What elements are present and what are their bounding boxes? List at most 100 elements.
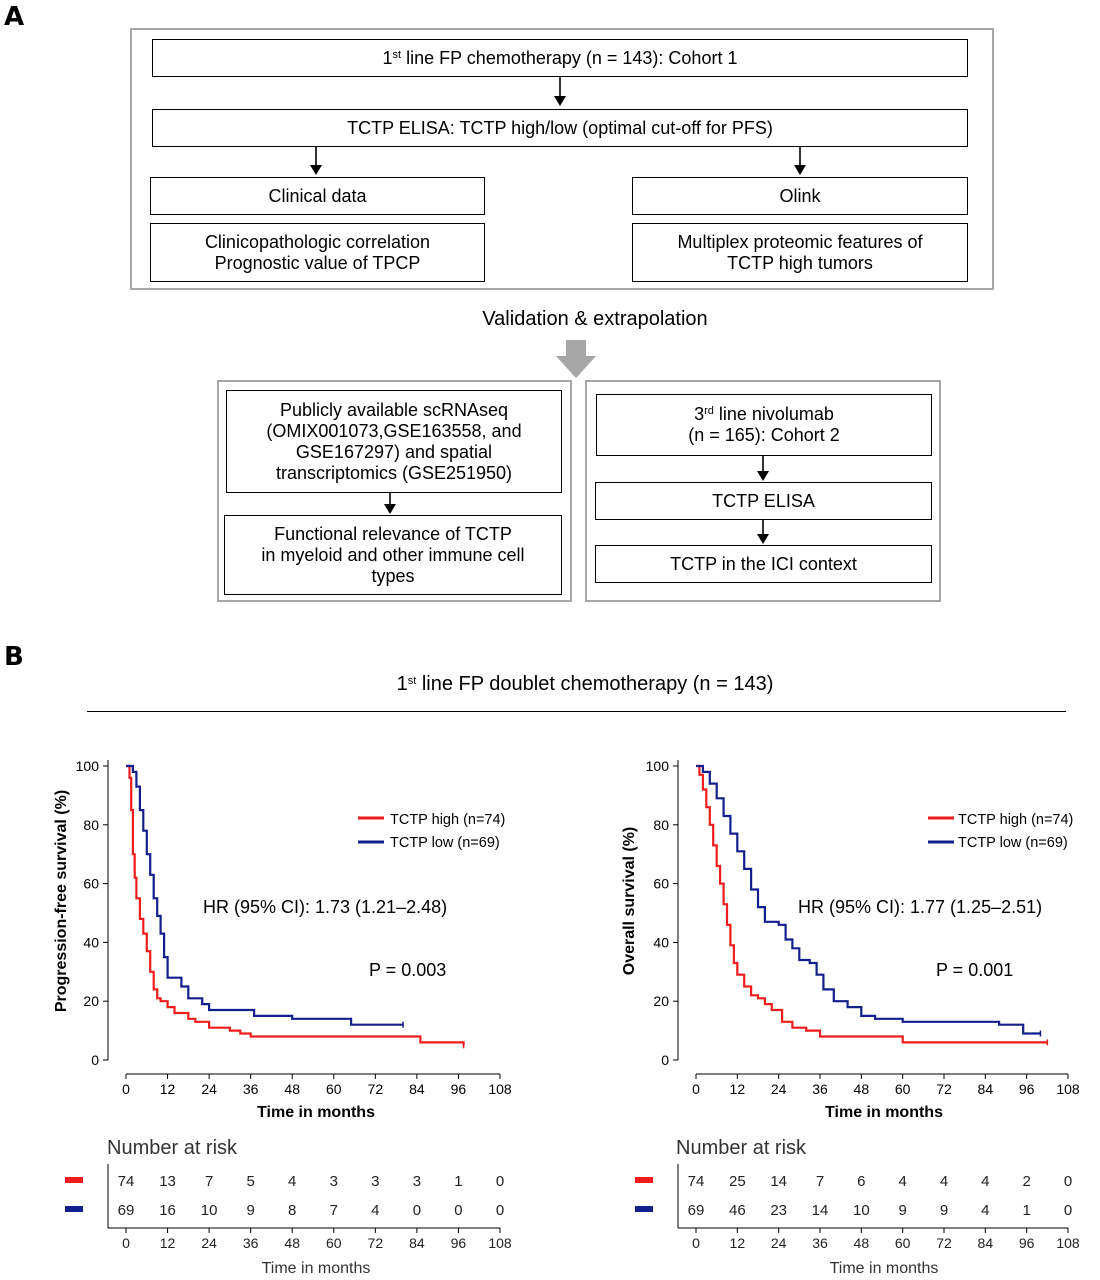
risk-x-tick-label: 96 (1019, 1235, 1035, 1251)
functional-relevance-box: Functional relevance of TCTP in myeloid … (224, 515, 562, 595)
risk-count: 4 (288, 1173, 296, 1190)
legend-label-high: TCTP high (n=74) (958, 812, 1073, 828)
x-tick-label: 96 (451, 1081, 467, 1097)
risk-swatch-high (65, 1177, 83, 1183)
risk-count: 7 (330, 1202, 338, 1219)
risk-x-tick-label: 24 (771, 1235, 787, 1251)
y-tick-label: 40 (653, 934, 669, 950)
km-pfs-risk-table: 74 13 7 5 4 3 3 3 1 069 16 10 9 8 7 4 0 0 00 12 24 36 48 60 72 84… (65, 1164, 512, 1251)
x-tick-label: 0 (122, 1081, 130, 1097)
km-os-risk-table: 74 25 14 7 6 4 4 4 2 069 46 23 14 10 9 9 4 1 00 12 24 36 48 60 7… (635, 1164, 1080, 1251)
km-os-axes: 0 20 40 60 80 100 0 12 24 36 48 60 72 84 96 108 (646, 758, 1080, 1097)
y-tick-label: 0 (91, 1052, 99, 1068)
clinical-data-box: Clinical data (150, 177, 485, 215)
cohort2-frame (585, 380, 941, 602)
x-tick-label: 12 (160, 1081, 176, 1097)
x-tick-label: 60 (326, 1081, 342, 1097)
risk-count: 69 (118, 1202, 135, 1219)
risk-x-tick-label: 0 (122, 1235, 130, 1251)
risk-x-tick-label: 12 (730, 1235, 746, 1251)
risk-x-tick-label: 60 (326, 1235, 342, 1251)
risk-x-tick-label: 36 (243, 1235, 259, 1251)
risk-count: 9 (898, 1202, 906, 1219)
x-tick-label: 24 (201, 1081, 217, 1097)
risk-count: 0 (1064, 1202, 1072, 1219)
x-tick-label: 72 (368, 1081, 384, 1097)
risk-x-tick-label: 24 (201, 1235, 217, 1251)
risk-count: 3 (413, 1173, 421, 1190)
risk-x-tick-label: 48 (284, 1235, 300, 1251)
risk-table-x-label: Time in months (262, 1260, 371, 1277)
risk-count: 3 (330, 1173, 338, 1190)
risk-swatch-low (635, 1206, 653, 1212)
risk-table-title: Number at risk (676, 1137, 807, 1159)
risk-count: 9 (246, 1202, 254, 1219)
elisa-cohort2-box: TCTP ELISA (595, 482, 932, 520)
x-tick-label: 84 (409, 1081, 425, 1097)
x-tick-label: 84 (978, 1081, 994, 1097)
risk-count: 0 (413, 1202, 421, 1219)
risk-count: 10 (201, 1202, 218, 1219)
y-tick-label: 100 (76, 758, 100, 774)
y-tick-label: 0 (661, 1052, 669, 1068)
legend-label-high: TCTP high (n=74) (390, 812, 505, 828)
km-curve-low (126, 764, 403, 1026)
p-value-annotation: P = 0.001 (936, 960, 1013, 980)
x-axis-label: Time in months (825, 1104, 943, 1121)
km-pfs-series (126, 764, 465, 1049)
legend-label-low: TCTP low (n=69) (958, 835, 1068, 851)
risk-count: 2 (1022, 1173, 1030, 1190)
y-tick-label: 40 (83, 934, 99, 950)
risk-count: 4 (981, 1173, 989, 1190)
risk-count: 69 (688, 1202, 705, 1219)
risk-count: 1 (1022, 1202, 1030, 1219)
risk-count: 8 (288, 1202, 296, 1219)
risk-x-tick-label: 96 (451, 1235, 467, 1251)
risk-count: 9 (940, 1202, 948, 1219)
risk-count: 0 (1064, 1173, 1072, 1190)
olink-box: Olink (632, 177, 968, 215)
cohort1-frame (130, 28, 994, 290)
ici-context-box: TCTP in the ICI context (595, 545, 932, 583)
risk-count: 23 (770, 1202, 787, 1219)
km-pfs-legend: TCTP high (n=74) TCTP low (n=69) (358, 812, 505, 851)
cohort1-box: 1st line FP chemotherapy (n = 143): Coho… (152, 39, 968, 77)
y-tick-label: 80 (83, 817, 99, 833)
cohort2-text: 3rd line nivolumab (n = 165): Cohort 2 (688, 404, 840, 445)
elisa-cohort1-box: TCTP ELISA: TCTP high/low (optimal cut-o… (152, 109, 968, 147)
risk-count: 74 (118, 1173, 135, 1190)
x-tick-label: 96 (1019, 1081, 1035, 1097)
km-curve-low (696, 764, 1041, 1035)
risk-x-tick-label: 12 (160, 1235, 176, 1251)
hr-annotation: HR (95% CI): 1.77 (1.25–2.51) (798, 897, 1042, 917)
risk-count: 13 (159, 1173, 176, 1190)
clinical-detail-box: Clinicopathologic correlation Prognostic… (150, 223, 485, 282)
risk-count: 14 (812, 1202, 829, 1219)
risk-count: 1 (454, 1173, 462, 1190)
x-tick-label: 60 (895, 1081, 911, 1097)
risk-count: 46 (729, 1202, 746, 1219)
y-tick-label: 20 (653, 993, 669, 1009)
risk-table-x-label: Time in months (830, 1260, 939, 1277)
panel-label-b: B (4, 642, 24, 672)
risk-count: 3 (371, 1173, 379, 1190)
risk-count: 0 (454, 1202, 462, 1219)
risk-x-tick-label: 48 (854, 1235, 870, 1251)
risk-table-title: Number at risk (107, 1137, 238, 1159)
y-tick-label: 100 (646, 758, 670, 774)
flow-arrows (310, 77, 806, 544)
risk-swatch-low (65, 1206, 83, 1212)
validation-label: Validation & extrapolation (482, 308, 708, 330)
km-os-series (696, 764, 1049, 1046)
x-tick-label: 48 (854, 1081, 870, 1097)
y-tick-label: 20 (83, 993, 99, 1009)
panel-b-title: 1st line FP doublet chemotherapy (n = 14… (396, 673, 774, 695)
x-tick-label: 36 (243, 1081, 259, 1097)
scrna-frame (217, 380, 572, 602)
km-curve-high (126, 764, 465, 1046)
risk-count: 4 (981, 1202, 989, 1219)
km-pfs-axes: 0 20 40 60 80 100 0 12 24 36 48 60 72 84 96 108 (76, 758, 512, 1097)
y-tick-label: 60 (83, 876, 99, 892)
risk-x-tick-label: 72 (368, 1235, 384, 1251)
